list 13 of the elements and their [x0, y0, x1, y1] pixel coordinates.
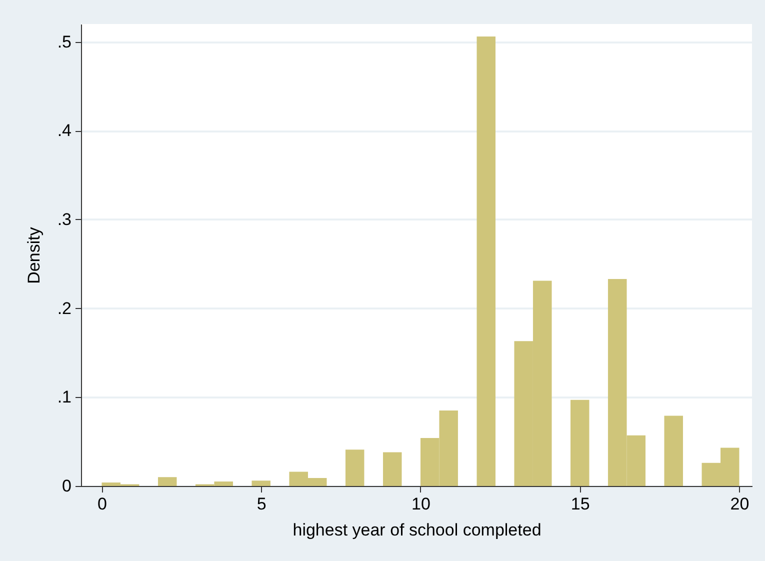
x-tick-label: 20	[730, 494, 750, 514]
x-tick-label: 5	[256, 494, 266, 514]
y-tick-label: .3	[57, 210, 72, 229]
y-tick-label: .4	[57, 121, 72, 140]
x-axis-title: highest year of school completed	[292, 520, 542, 540]
y-tick-label: .5	[57, 32, 72, 52]
y-tick-label: .2	[57, 298, 72, 318]
y-tick-label: .1	[57, 388, 72, 407]
x-tick-label: 10	[412, 494, 430, 514]
x-tick-label: 0	[97, 494, 107, 514]
y-tick-label: 0	[62, 476, 72, 496]
y-axis-title: Density	[24, 226, 44, 284]
x-tick-label: 15	[570, 494, 590, 514]
